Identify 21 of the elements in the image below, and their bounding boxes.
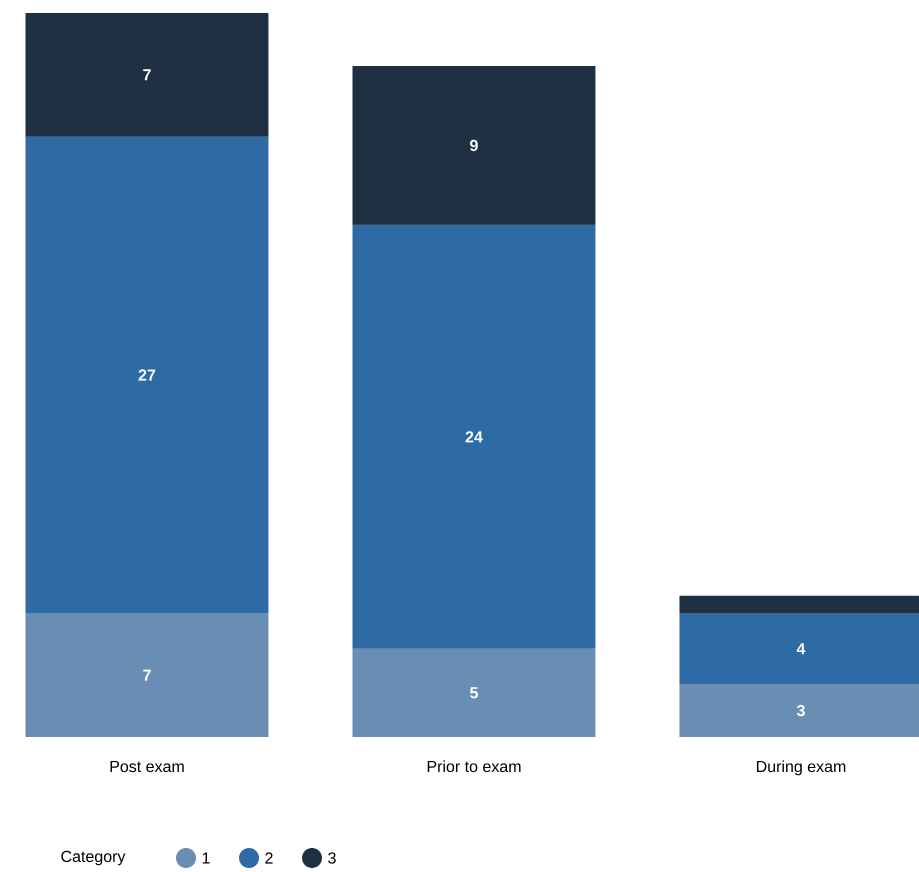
legend-label: 3 (328, 852, 336, 864)
x-tick-label: During exam (756, 760, 846, 776)
x-tick-label: Post exam (110, 760, 184, 772)
data-label: 9 (470, 140, 478, 152)
bar (352, 224, 596, 649)
data-label: 7 (143, 69, 151, 80)
data-label: 24 (466, 431, 483, 442)
bar (352, 648, 596, 737)
x-tick-label: Prior to exam (428, 760, 520, 772)
bar (25, 12, 268, 137)
data-label: 3 (796, 704, 805, 716)
legend-title: Category (61, 850, 126, 866)
data-label: 27 (138, 369, 156, 381)
bar (25, 136, 268, 614)
data-label: 5 (470, 687, 478, 698)
bar (352, 66, 596, 225)
data-label: 4 (796, 643, 806, 654)
legend-label: 1 (202, 852, 210, 864)
data-label: 7 (143, 670, 151, 681)
legend-label: 2 (265, 852, 273, 864)
bar (25, 613, 268, 737)
